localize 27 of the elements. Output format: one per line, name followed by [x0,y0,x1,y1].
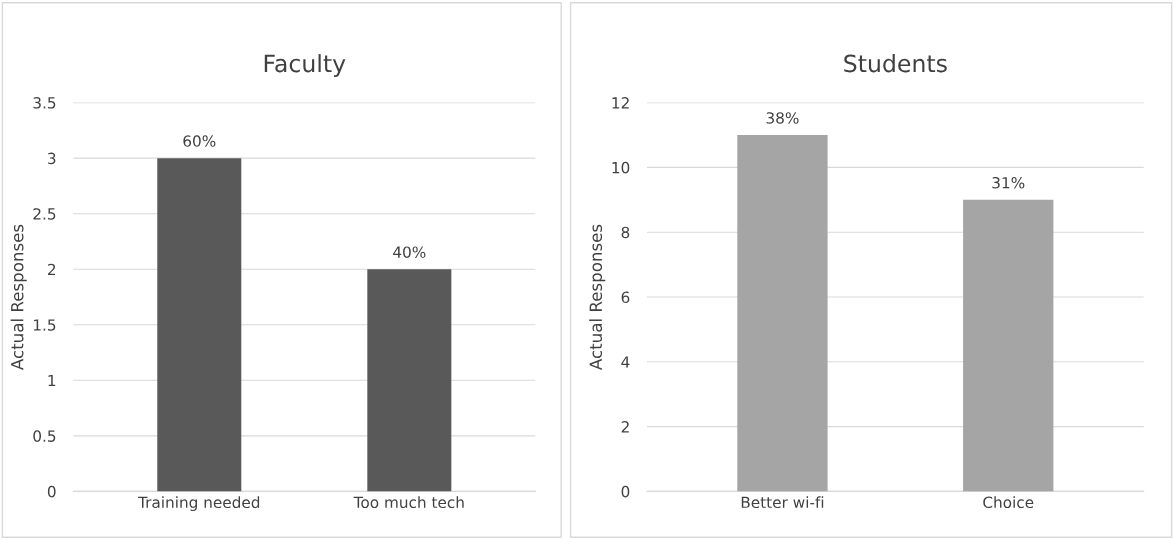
chart-title: Faculty [264,54,346,77]
annotation: 31% [992,176,1025,189]
y-tick-label: 8 [621,226,630,239]
y-tick-label: 2 [47,263,56,276]
annotation: 38% [766,112,799,124]
y-tick-label: 1.5 [33,319,56,331]
annotation: 60% [183,135,216,147]
x-tick-label: Too much tech [353,496,464,509]
y-axis-title: Actual Responses [589,224,606,370]
y-tick-label: 1 [48,374,56,387]
y-tick-label: 0.5 [33,430,56,442]
chart-title: Students [844,54,947,73]
x-tick-label: Choice [983,496,1034,509]
annotation: 40% [393,246,426,258]
y-tick-label: 6 [621,291,630,304]
y-tick-label: 2 [621,421,629,433]
y-tick-label: 12 [612,97,629,109]
x-tick-label: Better wi-fi [741,496,824,509]
y-tick-label: 4 [621,356,630,368]
y-tick-label: 3.5 [33,97,56,109]
y-tick-label: 0 [47,485,56,498]
y-tick-label: 0 [621,485,630,498]
x-tick-label: Training needed [138,496,260,512]
y-axis-title: Actual Responses [10,224,27,370]
y-tick-label: 10 [612,161,630,174]
y-tick-label: 3 [48,152,56,165]
y-tick-label: 2.5 [33,208,56,220]
